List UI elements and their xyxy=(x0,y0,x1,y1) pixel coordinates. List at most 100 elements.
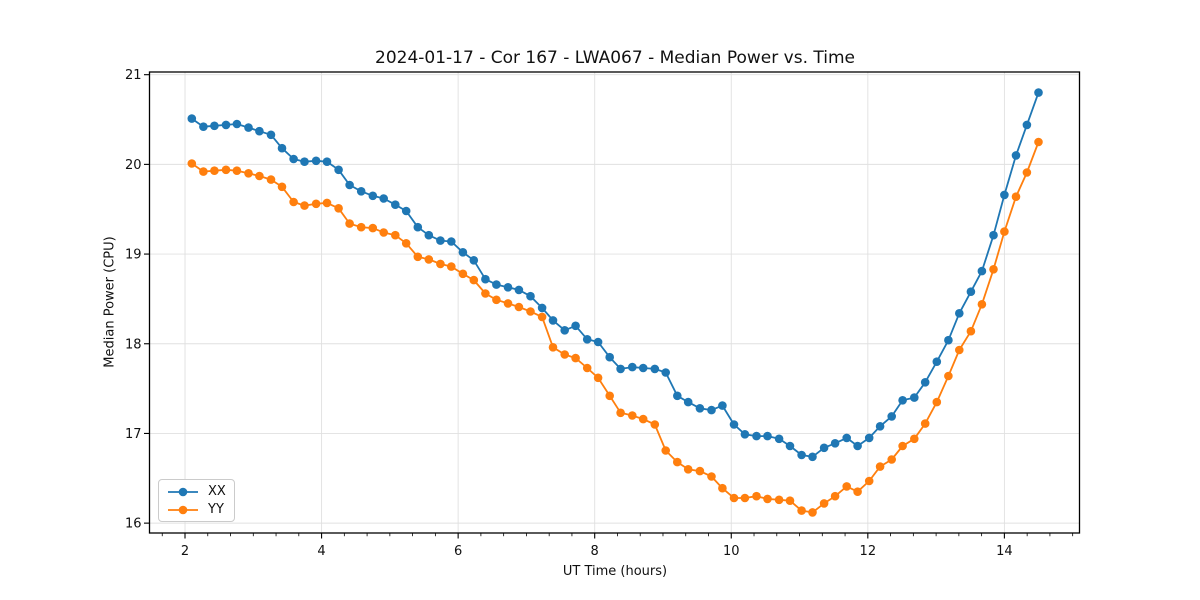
series-xx-point xyxy=(424,230,434,240)
chart-title: 2024-01-17 - Cor 167 - LWA067 - Median P… xyxy=(375,48,855,68)
series-xx-point xyxy=(955,309,964,318)
series-yy-point xyxy=(977,300,987,309)
series-yy-point xyxy=(638,414,648,424)
series-yy-point xyxy=(955,345,964,355)
series-xx-point xyxy=(255,126,264,136)
series-yy-point xyxy=(707,472,716,481)
series-yy-point xyxy=(458,269,468,279)
series-xx-point xyxy=(1022,120,1032,130)
series-yy-line xyxy=(191,141,1040,514)
series-yy-point xyxy=(379,228,389,237)
series-yy-point xyxy=(752,491,761,501)
legend-line-marker-icon xyxy=(168,487,198,496)
series-xx-point xyxy=(548,316,558,325)
series-xx-point xyxy=(401,206,411,216)
series-xx-line xyxy=(191,92,1040,458)
series-xx-point xyxy=(661,368,670,377)
series-xx-point xyxy=(447,237,456,246)
series-yy-point xyxy=(1000,227,1009,236)
series-xx-point xyxy=(729,420,739,429)
y-tick-label: 20 xyxy=(125,158,142,173)
series-yy-point xyxy=(244,169,253,178)
axes-spines xyxy=(148,71,1081,534)
series-xx-point xyxy=(492,280,501,289)
series-yy-point xyxy=(548,343,558,352)
series-xx-point xyxy=(898,396,907,405)
x-axis-label: UT Time (hours) xyxy=(562,564,668,579)
series-yy-point xyxy=(537,312,547,322)
series-yy-point xyxy=(920,419,930,428)
series-xx-point xyxy=(989,230,998,240)
series-xx-point xyxy=(266,130,276,140)
series-xx-point xyxy=(966,287,976,297)
legend-item-yy: YY xyxy=(166,503,226,516)
series-xx-point xyxy=(582,335,592,344)
series-yy-point xyxy=(673,457,682,467)
series-yy-point xyxy=(221,165,231,175)
series-yy-point xyxy=(481,289,490,298)
series-yy-point xyxy=(628,411,637,420)
series-yy-point xyxy=(989,265,998,274)
series-xx-point xyxy=(830,439,840,448)
y-tick-label: 19 xyxy=(125,248,142,263)
series-xx-point xyxy=(481,274,490,284)
series-xx-point xyxy=(199,122,208,131)
series-yy-point xyxy=(210,166,219,175)
series-xx-point xyxy=(977,266,987,276)
series-yy-point xyxy=(898,441,907,451)
series-yy-point xyxy=(853,487,862,497)
series-yy-point xyxy=(910,434,919,444)
series-yy-point xyxy=(401,239,411,248)
series-yy-point xyxy=(368,223,378,233)
series-yy-point xyxy=(255,171,264,181)
x-tick-label: 6 xyxy=(454,544,462,559)
series-xx-point xyxy=(391,200,400,209)
series-xx-point xyxy=(1011,151,1021,160)
legend-label: XX xyxy=(208,484,226,499)
y-tick-label: 16 xyxy=(125,517,142,532)
series-yy-point xyxy=(413,252,423,262)
series-yy-point xyxy=(492,295,501,305)
legend: XX YY xyxy=(158,479,235,522)
series-xx-point xyxy=(944,335,953,345)
series-yy-point xyxy=(932,397,942,407)
x-tick-label: 2 xyxy=(181,544,189,559)
series-yy-point xyxy=(199,167,208,176)
series-yy-point xyxy=(887,455,896,464)
series-xx-point xyxy=(628,362,637,372)
x-tick-label: 4 xyxy=(317,544,325,559)
series-xx-point xyxy=(605,352,614,362)
series-xx-point xyxy=(221,120,231,130)
series-xx-point xyxy=(560,326,569,335)
series-xx-point xyxy=(752,431,761,441)
series-yy-point xyxy=(729,493,739,503)
x-tick-label: 8 xyxy=(591,544,599,559)
series-yy-point xyxy=(1034,137,1043,147)
series-xx-point xyxy=(379,194,389,203)
series-yy-point xyxy=(616,408,625,418)
series-xx-point xyxy=(458,248,468,257)
series-yy-point xyxy=(774,495,784,505)
series-yy-point xyxy=(424,255,434,264)
series-xx-point xyxy=(763,431,772,441)
series-yy-point xyxy=(593,373,603,383)
series-yy-point xyxy=(345,219,354,228)
series-yy-point xyxy=(447,262,456,271)
series-yy-point xyxy=(944,371,953,381)
series-xx-point xyxy=(853,441,862,451)
series-xx-point xyxy=(740,430,750,439)
series-xx-point xyxy=(785,441,795,451)
series-yy-point xyxy=(966,326,976,336)
series-yy-point xyxy=(356,222,366,232)
series-xx-point xyxy=(436,236,445,245)
series-yy-point xyxy=(661,446,670,455)
series-xx-point xyxy=(718,401,727,410)
series-yy-point xyxy=(1022,168,1032,177)
series-yy-point xyxy=(695,466,705,476)
series-yy-point xyxy=(571,353,580,363)
series-xx-point xyxy=(875,422,885,431)
series-yy-point xyxy=(1011,192,1021,201)
series-xx-point xyxy=(797,450,806,460)
series-yy-point xyxy=(277,182,287,192)
series-yy-point xyxy=(187,159,197,168)
